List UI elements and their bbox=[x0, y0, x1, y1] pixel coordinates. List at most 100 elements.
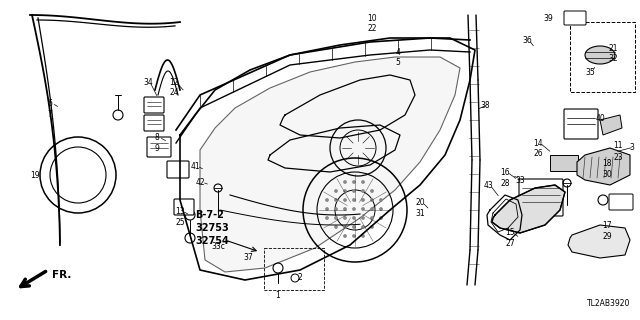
Text: 20: 20 bbox=[415, 197, 425, 206]
Text: 12: 12 bbox=[169, 77, 179, 86]
Text: 23: 23 bbox=[613, 153, 623, 162]
Text: 4: 4 bbox=[396, 47, 401, 57]
Circle shape bbox=[353, 189, 355, 193]
Text: 36: 36 bbox=[522, 36, 532, 44]
Text: 25: 25 bbox=[175, 218, 185, 227]
Circle shape bbox=[371, 198, 374, 202]
Circle shape bbox=[362, 217, 365, 220]
Bar bbox=[264, 248, 324, 290]
Text: 28: 28 bbox=[500, 179, 509, 188]
Text: 11: 11 bbox=[613, 140, 623, 149]
Circle shape bbox=[362, 207, 365, 211]
Bar bbox=[570, 22, 635, 92]
Text: 7: 7 bbox=[47, 109, 52, 118]
Text: 40: 40 bbox=[595, 114, 605, 123]
Circle shape bbox=[353, 235, 355, 237]
Circle shape bbox=[371, 217, 374, 220]
FancyBboxPatch shape bbox=[564, 11, 586, 25]
Text: 17: 17 bbox=[602, 220, 612, 229]
Ellipse shape bbox=[585, 46, 615, 64]
FancyBboxPatch shape bbox=[174, 199, 194, 215]
Text: 41: 41 bbox=[190, 162, 200, 171]
Text: 8: 8 bbox=[155, 132, 159, 141]
Text: 6: 6 bbox=[47, 99, 52, 108]
Polygon shape bbox=[200, 57, 460, 272]
Circle shape bbox=[326, 207, 328, 211]
Polygon shape bbox=[568, 225, 630, 258]
FancyBboxPatch shape bbox=[144, 97, 164, 113]
Circle shape bbox=[353, 180, 355, 183]
Circle shape bbox=[326, 217, 328, 220]
FancyBboxPatch shape bbox=[167, 161, 189, 178]
Text: B-7-2: B-7-2 bbox=[195, 210, 224, 220]
Circle shape bbox=[353, 207, 355, 211]
Text: 1: 1 bbox=[276, 291, 280, 300]
Bar bbox=[550, 155, 578, 171]
Text: 26: 26 bbox=[533, 148, 543, 157]
Text: 15: 15 bbox=[505, 228, 515, 236]
Text: 14: 14 bbox=[533, 139, 543, 148]
Text: 35: 35 bbox=[585, 68, 595, 76]
Circle shape bbox=[344, 226, 346, 228]
Circle shape bbox=[335, 226, 337, 228]
Text: TL2AB3920: TL2AB3920 bbox=[587, 299, 630, 308]
Text: 29: 29 bbox=[602, 231, 612, 241]
Text: 3: 3 bbox=[630, 142, 634, 151]
Circle shape bbox=[344, 217, 346, 220]
Text: 32753: 32753 bbox=[195, 223, 228, 233]
Circle shape bbox=[344, 207, 346, 211]
Text: 33: 33 bbox=[515, 175, 525, 185]
Polygon shape bbox=[577, 148, 630, 185]
Circle shape bbox=[380, 217, 383, 220]
Circle shape bbox=[353, 226, 355, 228]
Circle shape bbox=[353, 217, 355, 220]
Text: 9: 9 bbox=[155, 143, 159, 153]
Circle shape bbox=[326, 198, 328, 202]
Circle shape bbox=[362, 180, 365, 183]
Circle shape bbox=[362, 226, 365, 228]
Text: 43: 43 bbox=[483, 180, 493, 189]
Circle shape bbox=[335, 189, 337, 193]
FancyBboxPatch shape bbox=[147, 137, 171, 157]
Circle shape bbox=[371, 189, 374, 193]
Text: 38: 38 bbox=[480, 100, 490, 109]
Text: 24: 24 bbox=[169, 87, 179, 97]
Circle shape bbox=[371, 226, 374, 228]
Text: 30: 30 bbox=[602, 170, 612, 179]
Circle shape bbox=[380, 198, 383, 202]
Text: 31: 31 bbox=[415, 209, 425, 218]
Circle shape bbox=[344, 235, 346, 237]
Circle shape bbox=[362, 235, 365, 237]
Text: 18: 18 bbox=[602, 158, 612, 167]
Text: 2: 2 bbox=[298, 274, 302, 283]
Circle shape bbox=[362, 198, 365, 202]
Circle shape bbox=[344, 189, 346, 193]
Text: 13: 13 bbox=[175, 206, 185, 215]
Circle shape bbox=[380, 207, 383, 211]
Polygon shape bbox=[600, 115, 622, 135]
Circle shape bbox=[362, 189, 365, 193]
FancyBboxPatch shape bbox=[609, 194, 633, 210]
FancyBboxPatch shape bbox=[519, 179, 563, 216]
Text: 22: 22 bbox=[367, 23, 377, 33]
Text: 34: 34 bbox=[143, 77, 153, 86]
Circle shape bbox=[344, 198, 346, 202]
Text: 37: 37 bbox=[243, 253, 253, 262]
Circle shape bbox=[344, 180, 346, 183]
Text: 16: 16 bbox=[500, 167, 510, 177]
Text: 32754: 32754 bbox=[195, 236, 228, 246]
Polygon shape bbox=[492, 185, 565, 233]
Circle shape bbox=[335, 207, 337, 211]
Circle shape bbox=[353, 198, 355, 202]
FancyBboxPatch shape bbox=[564, 109, 598, 139]
Text: 32: 32 bbox=[608, 53, 618, 62]
Text: 27: 27 bbox=[505, 238, 515, 247]
FancyBboxPatch shape bbox=[144, 115, 164, 131]
Text: 10: 10 bbox=[367, 13, 377, 22]
Circle shape bbox=[371, 207, 374, 211]
Circle shape bbox=[335, 217, 337, 220]
Text: 19: 19 bbox=[30, 171, 40, 180]
Text: 39: 39 bbox=[543, 13, 553, 22]
Text: 5: 5 bbox=[396, 58, 401, 67]
Circle shape bbox=[335, 198, 337, 202]
